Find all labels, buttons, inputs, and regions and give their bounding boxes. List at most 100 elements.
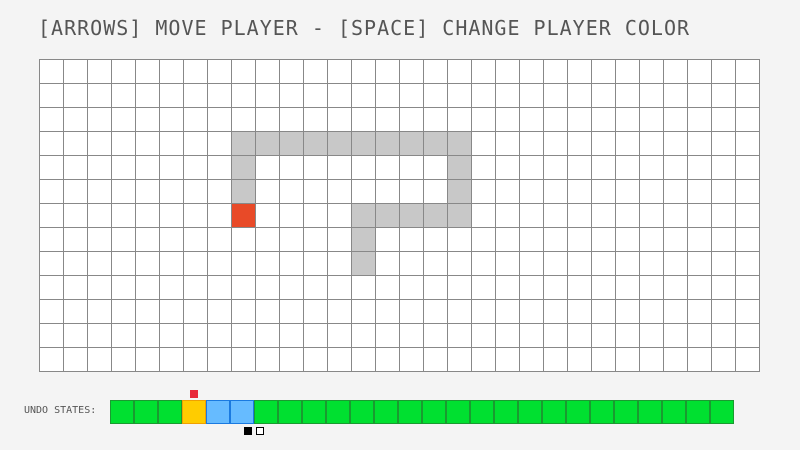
grid-cell (712, 60, 736, 84)
grid-cell (256, 60, 280, 84)
grid-cell (400, 276, 424, 300)
grid-cell (400, 60, 424, 84)
undo-state-green[interactable] (134, 400, 158, 424)
grid-cell (328, 60, 352, 84)
grid-cell (688, 108, 712, 132)
grid-cell (448, 252, 472, 276)
grid-cell (640, 108, 664, 132)
grid-cell (616, 300, 640, 324)
grid-cell (88, 324, 112, 348)
undo-state-green[interactable] (398, 400, 422, 424)
grid-cell (736, 348, 760, 372)
undo-state-blue[interactable] (230, 400, 254, 424)
grid-cell (712, 84, 736, 108)
grid-cell (592, 60, 616, 84)
grid-cell (112, 300, 136, 324)
grid-cell (520, 180, 544, 204)
undo-state-green[interactable] (542, 400, 566, 424)
grid-cell (736, 204, 760, 228)
grid-cell (64, 108, 88, 132)
grid-cell (520, 300, 544, 324)
grid-cell (376, 180, 400, 204)
undo-state-green[interactable] (350, 400, 374, 424)
grid-cell (400, 300, 424, 324)
grid-cell (520, 60, 544, 84)
grid-cell (616, 132, 640, 156)
grid-cell (472, 156, 496, 180)
grid-cell (736, 228, 760, 252)
undo-state-green[interactable] (470, 400, 494, 424)
grid-cell (520, 204, 544, 228)
grid-cell (208, 180, 232, 204)
undo-state-green[interactable] (110, 400, 134, 424)
grid-cell (40, 60, 64, 84)
grid-cell (520, 132, 544, 156)
grid-cell (232, 300, 256, 324)
wall-cell (352, 252, 376, 276)
grid-cell (688, 204, 712, 228)
undo-state-green[interactable] (254, 400, 278, 424)
grid-cell (64, 348, 88, 372)
undo-state-green[interactable] (326, 400, 350, 424)
undo-state-blue[interactable] (206, 400, 230, 424)
undo-state-green[interactable] (614, 400, 638, 424)
undo-state-green[interactable] (710, 400, 734, 424)
grid-cell (520, 324, 544, 348)
grid-cell (424, 60, 448, 84)
grid-cell (664, 132, 688, 156)
undo-state-green[interactable] (158, 400, 182, 424)
grid-cell (544, 276, 568, 300)
grid-cell (520, 156, 544, 180)
undo-state-green[interactable] (662, 400, 686, 424)
grid-cell (328, 108, 352, 132)
grid-cell (496, 156, 520, 180)
undo-state-green[interactable] (518, 400, 542, 424)
wall-cell (448, 156, 472, 180)
grid-cell (136, 180, 160, 204)
grid-cell (688, 276, 712, 300)
grid-cell (280, 60, 304, 84)
undo-state-green[interactable] (278, 400, 302, 424)
grid-cell (160, 180, 184, 204)
grid-cell (736, 180, 760, 204)
grid-cell (160, 324, 184, 348)
grid-cell (592, 180, 616, 204)
grid-cell (664, 84, 688, 108)
grid-cell (184, 300, 208, 324)
grid-cell (232, 108, 256, 132)
undo-state-green[interactable] (638, 400, 662, 424)
undo-state-green[interactable] (494, 400, 518, 424)
grid-cell (520, 84, 544, 108)
grid-cell (88, 348, 112, 372)
grid-cell (376, 276, 400, 300)
undo-states-bar[interactable] (110, 400, 734, 424)
undo-state-green[interactable] (446, 400, 470, 424)
grid-cell (136, 348, 160, 372)
grid-cell (592, 84, 616, 108)
cursor-marker-outline (256, 427, 264, 435)
grid-cell (256, 108, 280, 132)
grid-cell (232, 84, 256, 108)
grid-cell (256, 228, 280, 252)
undo-state-green[interactable] (422, 400, 446, 424)
undo-state-green[interactable] (590, 400, 614, 424)
grid-cell (232, 252, 256, 276)
grid-cell (448, 60, 472, 84)
grid-cell (88, 156, 112, 180)
grid-cell (400, 228, 424, 252)
undo-state-green[interactable] (686, 400, 710, 424)
wall-cell (280, 132, 304, 156)
grid-cell (112, 324, 136, 348)
grid-cell (664, 60, 688, 84)
grid-cell (376, 228, 400, 252)
game-grid[interactable] (39, 59, 760, 372)
grid-cell (160, 204, 184, 228)
undo-state-green[interactable] (302, 400, 326, 424)
grid-cell (328, 276, 352, 300)
undo-state-green[interactable] (374, 400, 398, 424)
grid-cell (544, 228, 568, 252)
undo-state-yellow[interactable] (182, 400, 206, 424)
grid-cell (664, 204, 688, 228)
grid-cell (184, 180, 208, 204)
undo-state-green[interactable] (566, 400, 590, 424)
